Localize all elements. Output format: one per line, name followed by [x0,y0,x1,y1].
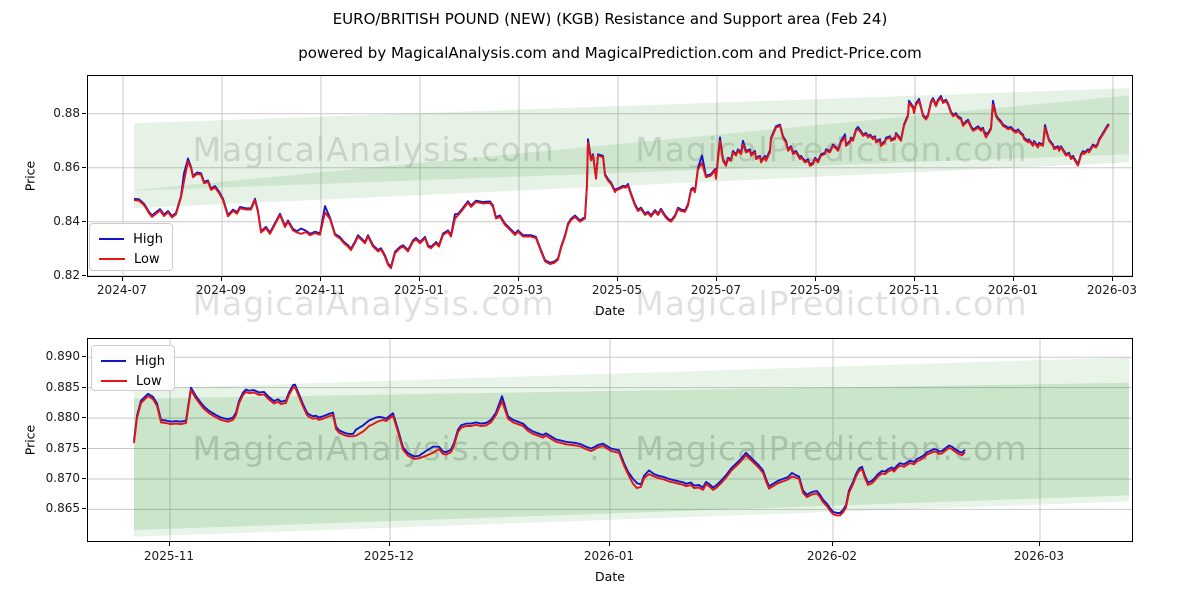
x-tick-label: 2026-02 [806,549,858,563]
x-tick-mark [389,542,390,546]
y-tick-label: 0.86 [53,159,80,174]
x-tick-label: 2026-03 [1086,283,1138,297]
y-tick-mark [82,447,86,449]
x-tick-mark [122,277,123,281]
legend-label-high: High [135,353,165,369]
legend-label-low: Low [136,373,162,389]
y-tick-label: 0.890 [45,349,80,364]
y-tick-label: 0.88 [53,105,80,120]
x-tick-label: 2026-01 [987,283,1039,297]
top-plot-area: MagicalAnalysis.com . MagicalPrediction.… [87,75,1133,277]
y-tick-mark [82,386,86,388]
y-tick-label: 0.82 [53,267,80,282]
legend-item-high: High [101,351,165,371]
y-tick-label: 0.870 [45,470,80,485]
legend-item-low: Low [99,249,163,269]
y-tick-mark [82,508,86,510]
legend-item-low: Low [101,371,165,391]
y-tick-mark [82,274,86,276]
x-tick-mark [1112,277,1113,281]
x-tick-mark [169,542,170,546]
y-tick-label: 0.875 [45,440,80,455]
bottom-xaxis-title: Date [595,569,625,584]
high-line-swatch-icon [99,238,125,240]
x-tick-mark [716,277,717,281]
y-tick-mark [82,477,86,479]
x-tick-mark [1013,277,1014,281]
x-tick-mark [832,542,833,546]
high-line-swatch-icon [101,360,127,362]
x-tick-label: 2025-11 [888,283,940,297]
x-tick-mark [320,277,321,281]
top-xaxis-title: Date [595,303,625,318]
x-tick-label: 2024-11 [294,283,346,297]
x-tick-label: 2025-05 [591,283,643,297]
bottom-chart-canvas [88,339,1132,541]
x-tick-mark [1039,542,1040,546]
bottom-legend: High Low [91,345,175,391]
x-tick-mark [914,277,915,281]
y-tick-label: 0.885 [45,379,80,394]
y-tick-label: 0.865 [45,501,80,516]
y-tick-mark [82,166,86,168]
top-chart-canvas [88,76,1132,276]
low-line-swatch-icon [101,380,127,382]
legend-label-low: Low [134,251,160,267]
x-tick-label: 2025-11 [143,549,195,563]
top-legend: High Low [89,223,173,271]
y-tick-mark [82,356,86,358]
x-tick-mark [815,277,816,281]
legend-item-high: High [99,229,163,249]
legend-label-high: High [133,231,163,247]
x-tick-mark [518,277,519,281]
x-tick-label: 2025-09 [789,283,841,297]
x-tick-mark [419,277,420,281]
x-tick-label: 2025-07 [690,283,742,297]
x-tick-mark [221,277,222,281]
x-tick-mark [617,277,618,281]
y-tick-label: 0.880 [45,410,80,425]
x-tick-mark [609,542,610,546]
x-tick-label: 2026-03 [1013,549,1065,563]
chart-subtitle: powered by MagicalAnalysis.com and Magic… [298,44,922,62]
y-tick-mark [82,112,86,114]
x-tick-label: 2025-12 [363,549,415,563]
y-tick-label: 0.84 [53,213,80,228]
x-tick-label: 2025-01 [393,283,445,297]
x-tick-label: 2026-01 [583,549,635,563]
low-line-swatch-icon [99,258,125,260]
x-tick-label: 2024-07 [96,283,148,297]
y-tick-mark [82,220,86,222]
y-tick-mark [82,417,86,419]
bottom-plot-area: MagicalAnalysis.com . MagicalPrediction.… [87,338,1133,542]
x-tick-label: 2025-03 [492,283,544,297]
chart-title: EURO/BRITISH POUND (NEW) (KGB) Resistanc… [332,10,888,28]
x-tick-label: 2024-09 [195,283,247,297]
